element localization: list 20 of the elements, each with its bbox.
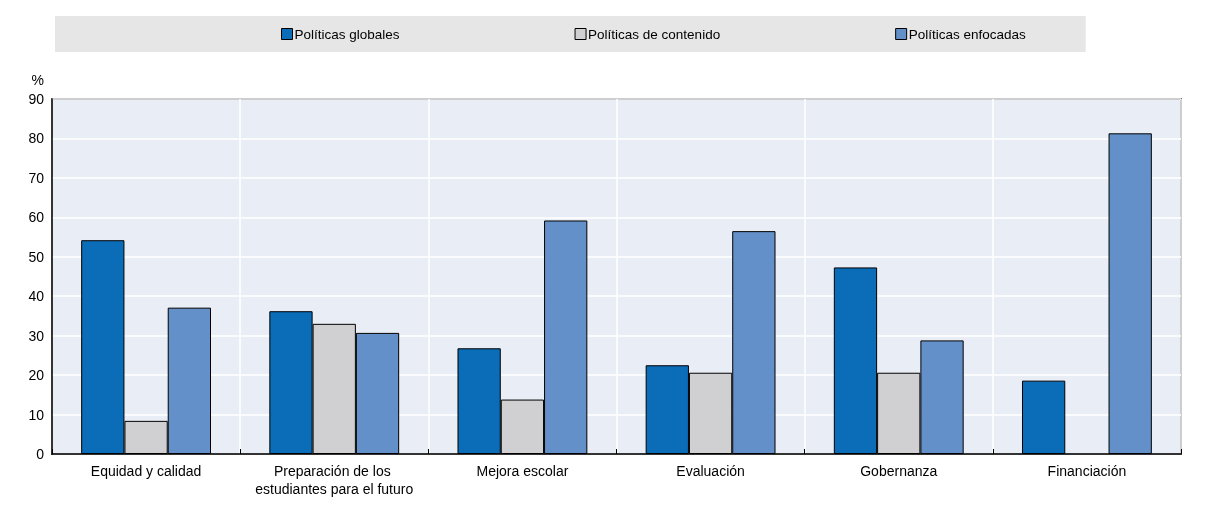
x-tick-label: Equidad y calidad: [90, 463, 202, 479]
y-tick-label: 70: [28, 169, 45, 186]
x-tick-label: Evaluación: [676, 463, 745, 479]
y-tick-label: 20: [28, 367, 45, 384]
y-axis-title: %: [31, 72, 44, 88]
y-tick-label: 90: [28, 91, 45, 107]
y-tick-label: 10: [28, 406, 45, 423]
x-tick-label: Gobernanza: [860, 463, 938, 479]
x-tick-label: Mejora escolar: [476, 463, 569, 479]
x-tick-label: Financiación: [1047, 463, 1127, 479]
legend-label: Políticas de contenido: [588, 26, 721, 42]
y-tick-label: 80: [28, 130, 45, 147]
y-tick-label: 60: [28, 209, 45, 226]
y-tick-label: 0: [36, 446, 45, 462]
y-tick-label: 40: [28, 288, 45, 305]
legend-label: Políticas enfocadas: [908, 26, 1026, 42]
y-tick-label: 30: [28, 327, 45, 344]
x-tick-label: Preparación de los estudiantes para el futuro: [255, 463, 414, 497]
legend-label: Políticas globales: [294, 26, 400, 42]
y-tick-label: 50: [28, 248, 45, 265]
